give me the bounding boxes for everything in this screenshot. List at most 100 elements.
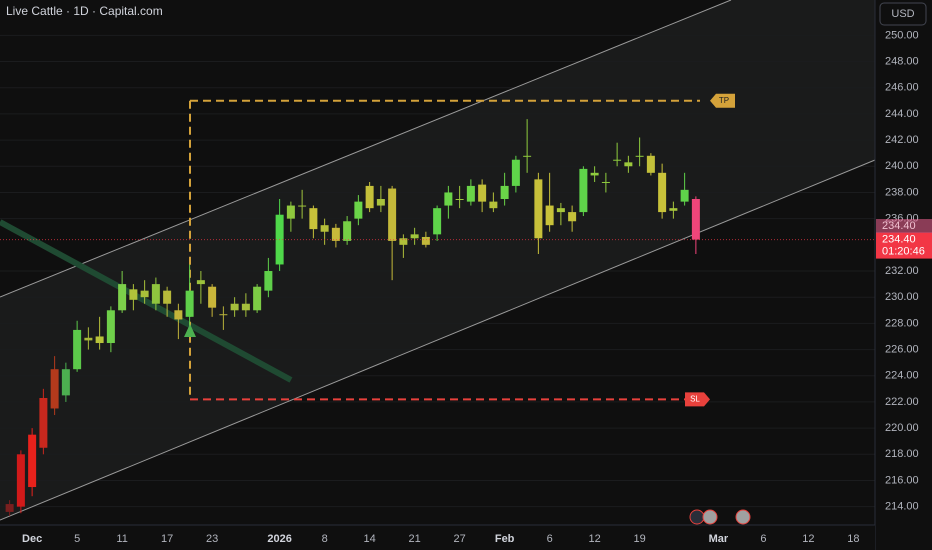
candle-body [444,192,453,206]
currency[interactable]: USD [891,8,914,20]
candle-body [61,369,70,396]
candle-body [466,185,475,202]
candle-body [208,286,217,308]
candle-body [601,181,610,183]
x-tick-label: 6 [547,533,553,545]
candle-body [196,280,205,285]
previous-price-box [876,219,932,233]
x-tick-label: 23 [206,533,218,545]
candle-body [298,205,307,207]
candle-body [388,188,397,241]
tp-tag [710,93,735,108]
y-tick-label: 240.00 [885,160,919,172]
entry-arrow [184,324,196,337]
candle-body [354,201,363,219]
time-axis [0,525,875,550]
y-tick-label: 220.00 [885,422,919,434]
trend-line [0,219,293,383]
candle-body [219,314,228,316]
candle-body [320,225,329,232]
candle-body [523,155,532,157]
candle-body [646,155,655,173]
y-tick-label: 242.00 [885,134,919,146]
sl-label: SL [690,394,700,403]
last-price-box [876,232,932,259]
candle-body [163,290,172,304]
y-tick-label: 248.00 [885,55,919,67]
candle-body [253,286,262,311]
candle-body [433,208,442,235]
plot: TP SL [0,93,875,516]
candle-body [331,227,340,241]
y-tick-label: 246.00 [885,82,919,94]
y-tick-label: 250.00 [885,29,919,41]
y-tick-label: 244.00 [885,108,919,120]
candle-body [39,398,48,448]
x-tick-label: 18 [847,533,859,545]
candle-body [489,201,498,209]
candle-body [185,290,194,317]
candle-body [455,199,464,201]
x-tick-label: 27 [454,533,466,545]
x-tick-label: 19 [634,533,646,545]
candle-body [500,185,509,200]
candle-body [309,208,318,230]
candle-body [365,185,374,209]
x-tick-label: 17 [161,533,173,545]
channel-fill [0,0,875,520]
candle-body [399,238,408,245]
candle-body [5,504,14,512]
candle-body [174,310,183,320]
candle-body [511,159,520,186]
candle-body [568,212,577,222]
event-icon[interactable] [735,509,751,525]
event-icon[interactable] [689,509,705,525]
channel-lower [0,159,876,521]
y-tick-label: 216.00 [885,474,919,486]
chart-title: Live Cattle · 1D · Capital.com [6,4,163,18]
sl-tag [685,392,710,407]
x-tick-label: 5 [74,533,80,545]
candle-body [140,290,149,298]
y-tick-label: 238.00 [885,186,919,198]
last-price-label: 234.40 [882,233,916,245]
x-tick-label: 14 [364,533,376,545]
x-tick-label: 21 [409,533,421,545]
candle-body [613,159,622,161]
y-tick-label: 226.00 [885,343,919,355]
event-icon[interactable] [702,509,718,525]
candle-body [118,284,127,311]
candle-body [129,289,138,300]
currency-button[interactable] [879,2,927,26]
candle-body [421,236,430,245]
candle-body [534,179,543,239]
y-tick-label: 222.00 [885,396,919,408]
x-tick-label: 8 [322,533,328,545]
x-tick-label: Feb [495,533,515,545]
candle-body [624,162,633,167]
candle-body [590,172,599,176]
x-tick-label: 12 [802,533,814,545]
candle-body [669,208,678,211]
candle-body [410,234,419,239]
candle-body [376,199,385,206]
candle-body [286,205,295,219]
candle-body [556,208,565,213]
candle-body [106,310,115,344]
x-tick-label: Mar [709,533,729,545]
candle-body [230,303,239,311]
y-tick-label: 228.00 [885,317,919,329]
y-tick-label: 232.00 [885,265,919,277]
candle-body [545,205,554,226]
x-tick-label: 6 [760,533,766,545]
candle-body [95,336,104,344]
candle-body [264,271,273,291]
candle-body [151,284,160,304]
y-tick-label: 214.00 [885,501,919,513]
candle-body [658,172,667,213]
previous-price-label: 234.40 [882,220,916,232]
y-tick-label: 224.00 [885,370,919,382]
x-tick-label: 12 [589,533,601,545]
candle-body [84,337,93,341]
